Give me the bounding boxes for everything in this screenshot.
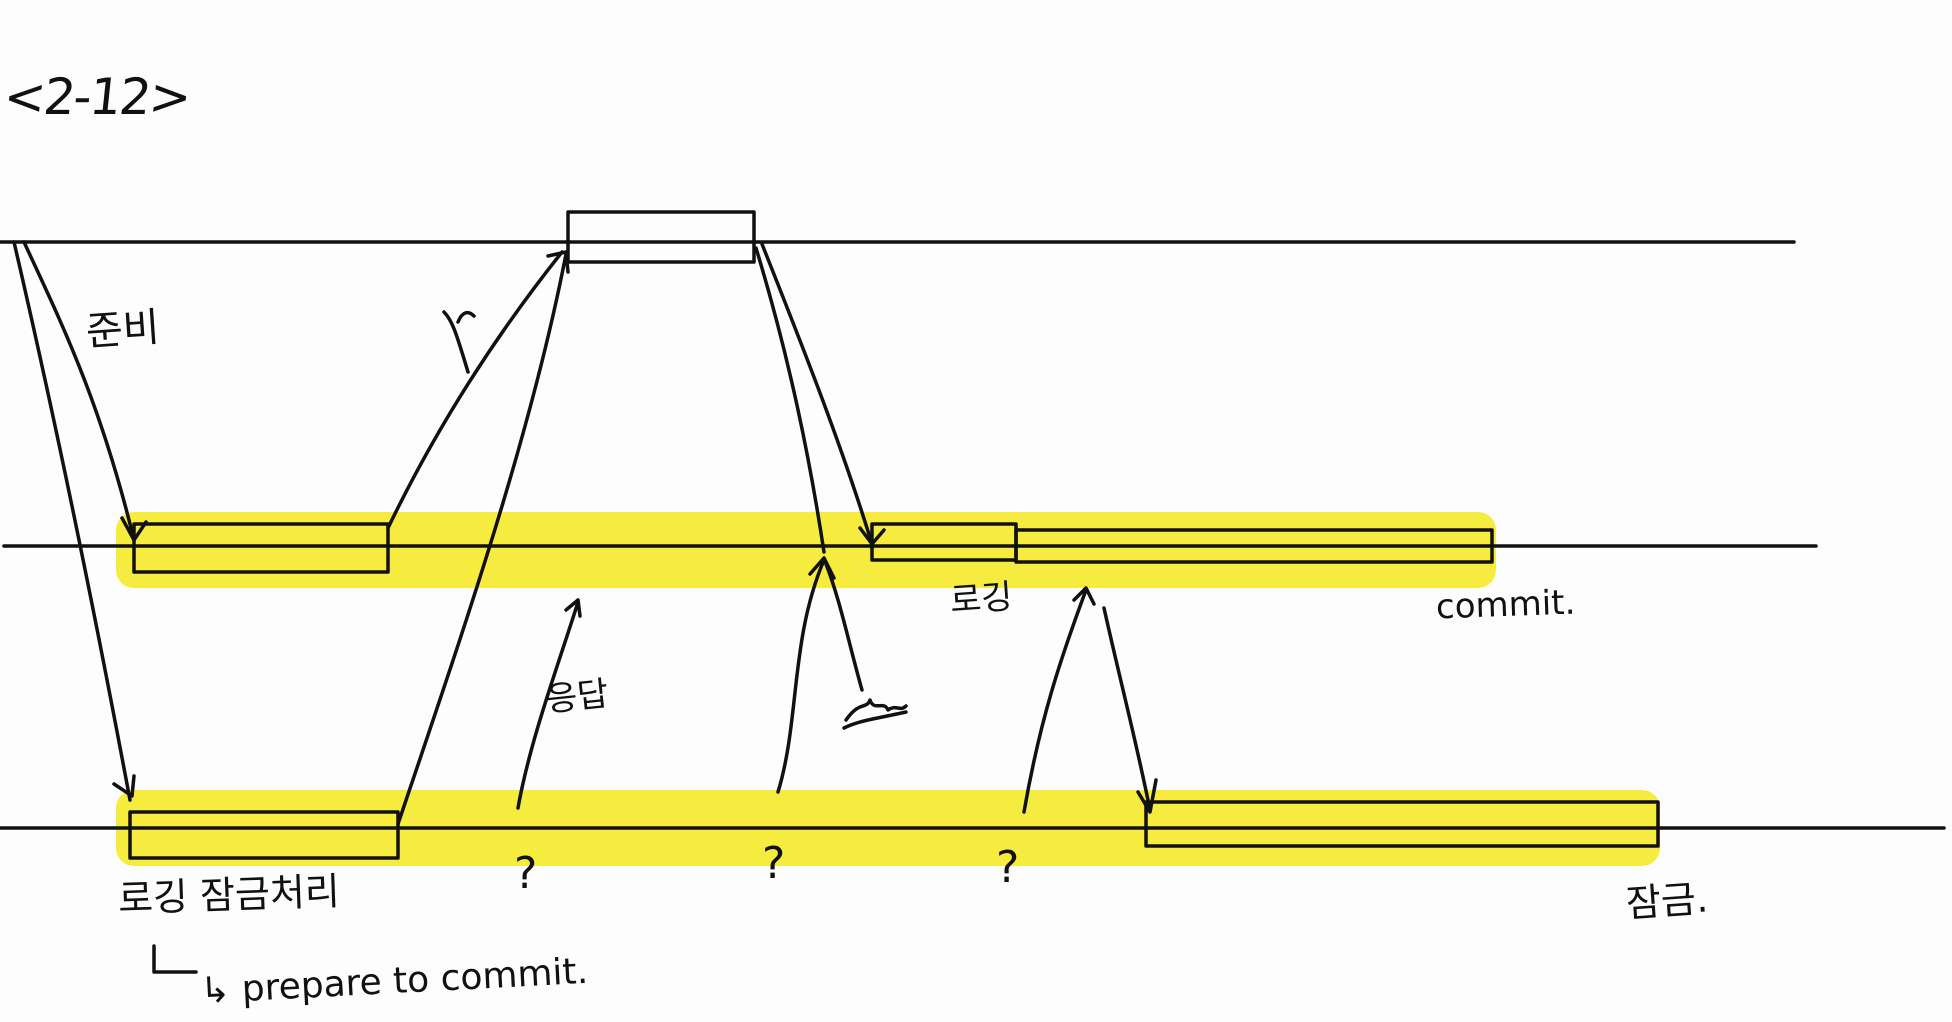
bottom-reply-arrow	[396, 252, 568, 826]
middle-reply-arrow	[386, 250, 564, 530]
prepare-arrow-head-bottom	[112, 774, 136, 798]
lock-arrow-down	[1102, 606, 1152, 812]
commit-arrow-long	[754, 246, 826, 554]
middle-commit-box	[1014, 528, 1494, 564]
question-arrow-1-head	[564, 598, 582, 618]
question-mark-3: ?	[996, 842, 1020, 893]
lock-label: 잠금.	[1624, 876, 1710, 926]
question-arrow-3-head	[1072, 586, 1096, 606]
coordinator-box	[566, 210, 756, 264]
logging-lock-label: 로깅 잠금처리	[117, 869, 341, 921]
question-arrow-2-back	[824, 562, 864, 692]
commit-arrow-head	[858, 526, 886, 546]
question-arrow-2	[776, 558, 826, 794]
middle-prepare-box	[132, 522, 390, 574]
prepare-arrow-head-middle	[120, 516, 148, 542]
bottom-prepare-box	[128, 810, 400, 860]
reply-arrow-head	[546, 250, 570, 274]
question-arrow-3	[1022, 588, 1088, 814]
bottom-lock-box	[1144, 800, 1660, 848]
prepare-arrow-to-middle	[22, 240, 136, 542]
scribble-mark	[842, 698, 908, 730]
question-mark-1: ?	[514, 848, 538, 899]
question-arrow-1	[516, 600, 580, 810]
logging-label: 로깅	[948, 576, 1014, 622]
page-title: <2-12>	[0, 68, 193, 126]
commit-label: commit.	[1435, 582, 1576, 628]
tick-mark	[442, 310, 476, 374]
lock-arrow-head	[1136, 778, 1158, 814]
prepare-hook	[152, 944, 198, 974]
prepare-label: 준비	[84, 304, 162, 356]
ack-label: 응답	[544, 673, 611, 721]
commit-arrow-to-middle	[760, 242, 874, 546]
prepare-arrow-to-bottom	[12, 240, 132, 802]
question-arrow-2-head	[808, 556, 836, 580]
question-mark-2: ?	[762, 838, 786, 889]
